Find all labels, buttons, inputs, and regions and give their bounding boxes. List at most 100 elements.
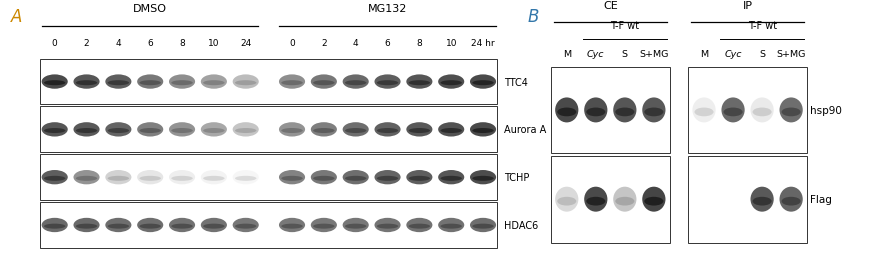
Ellipse shape — [615, 197, 634, 206]
Ellipse shape — [140, 81, 161, 86]
Text: 6: 6 — [148, 39, 153, 48]
Ellipse shape — [375, 218, 401, 232]
FancyBboxPatch shape — [688, 156, 807, 243]
Ellipse shape — [751, 187, 773, 212]
Ellipse shape — [108, 224, 129, 229]
Ellipse shape — [44, 81, 65, 86]
Ellipse shape — [407, 75, 433, 89]
Text: 24: 24 — [240, 39, 251, 48]
Ellipse shape — [140, 224, 161, 229]
Text: B: B — [527, 8, 539, 26]
Ellipse shape — [694, 108, 713, 117]
Ellipse shape — [137, 218, 163, 232]
Ellipse shape — [311, 170, 337, 185]
Ellipse shape — [375, 75, 401, 89]
Ellipse shape — [584, 187, 607, 212]
Ellipse shape — [282, 129, 302, 134]
Ellipse shape — [473, 224, 494, 229]
Ellipse shape — [44, 176, 65, 181]
Ellipse shape — [76, 129, 97, 134]
Text: 0: 0 — [52, 39, 57, 48]
FancyBboxPatch shape — [40, 202, 497, 248]
FancyBboxPatch shape — [40, 155, 497, 200]
Text: CE: CE — [603, 2, 618, 11]
Ellipse shape — [171, 129, 193, 134]
Ellipse shape — [693, 98, 716, 123]
Ellipse shape — [584, 98, 607, 123]
Text: HDAC6: HDAC6 — [503, 220, 538, 230]
Ellipse shape — [313, 176, 335, 181]
Ellipse shape — [201, 75, 227, 89]
Ellipse shape — [42, 218, 68, 232]
Ellipse shape — [555, 187, 579, 212]
Ellipse shape — [555, 98, 579, 123]
Ellipse shape — [615, 108, 634, 117]
Ellipse shape — [235, 176, 256, 181]
Ellipse shape — [721, 98, 745, 123]
Text: 8: 8 — [416, 39, 422, 48]
Text: T-F wt: T-F wt — [610, 21, 640, 30]
Ellipse shape — [441, 224, 462, 229]
Ellipse shape — [203, 176, 224, 181]
Ellipse shape — [169, 75, 196, 89]
Ellipse shape — [140, 129, 161, 134]
Ellipse shape — [203, 224, 224, 229]
Ellipse shape — [377, 176, 398, 181]
Ellipse shape — [201, 123, 227, 137]
Ellipse shape — [279, 123, 305, 137]
Ellipse shape — [313, 129, 335, 134]
Ellipse shape — [233, 218, 259, 232]
Ellipse shape — [408, 176, 430, 181]
Text: 8: 8 — [179, 39, 185, 48]
Ellipse shape — [108, 176, 129, 181]
Ellipse shape — [42, 75, 68, 89]
Text: 24 hr: 24 hr — [471, 39, 494, 48]
Ellipse shape — [345, 129, 367, 134]
Ellipse shape — [42, 123, 68, 137]
Text: S+MG: S+MG — [776, 50, 806, 59]
FancyBboxPatch shape — [551, 156, 670, 243]
Ellipse shape — [233, 75, 259, 89]
Text: Aurora A: Aurora A — [503, 125, 546, 135]
Ellipse shape — [407, 218, 433, 232]
Text: 2: 2 — [321, 39, 327, 48]
Ellipse shape — [44, 129, 65, 134]
Ellipse shape — [377, 224, 398, 229]
Text: hsp90: hsp90 — [810, 105, 842, 116]
Ellipse shape — [282, 81, 302, 86]
Ellipse shape — [74, 75, 100, 89]
Ellipse shape — [42, 170, 68, 185]
Ellipse shape — [377, 129, 398, 134]
Ellipse shape — [282, 224, 302, 229]
Ellipse shape — [345, 81, 367, 86]
Text: M: M — [700, 50, 708, 59]
Text: 10: 10 — [446, 39, 457, 48]
FancyBboxPatch shape — [688, 67, 807, 154]
Ellipse shape — [140, 176, 161, 181]
Ellipse shape — [342, 75, 368, 89]
Ellipse shape — [342, 170, 368, 185]
Ellipse shape — [779, 187, 803, 212]
Ellipse shape — [105, 170, 131, 185]
Ellipse shape — [235, 129, 256, 134]
Ellipse shape — [76, 224, 97, 229]
Ellipse shape — [313, 224, 335, 229]
Ellipse shape — [201, 170, 227, 185]
Text: S: S — [622, 50, 627, 59]
Ellipse shape — [473, 81, 494, 86]
Ellipse shape — [311, 123, 337, 137]
Ellipse shape — [438, 170, 464, 185]
Ellipse shape — [441, 129, 462, 134]
Text: Cyc: Cyc — [724, 50, 742, 59]
Ellipse shape — [342, 218, 368, 232]
Ellipse shape — [438, 75, 464, 89]
Ellipse shape — [233, 123, 259, 137]
Ellipse shape — [44, 224, 65, 229]
Ellipse shape — [105, 75, 131, 89]
Ellipse shape — [105, 123, 131, 137]
Ellipse shape — [375, 170, 401, 185]
Ellipse shape — [407, 123, 433, 137]
Ellipse shape — [642, 187, 666, 212]
Ellipse shape — [76, 176, 97, 181]
Ellipse shape — [408, 81, 430, 86]
